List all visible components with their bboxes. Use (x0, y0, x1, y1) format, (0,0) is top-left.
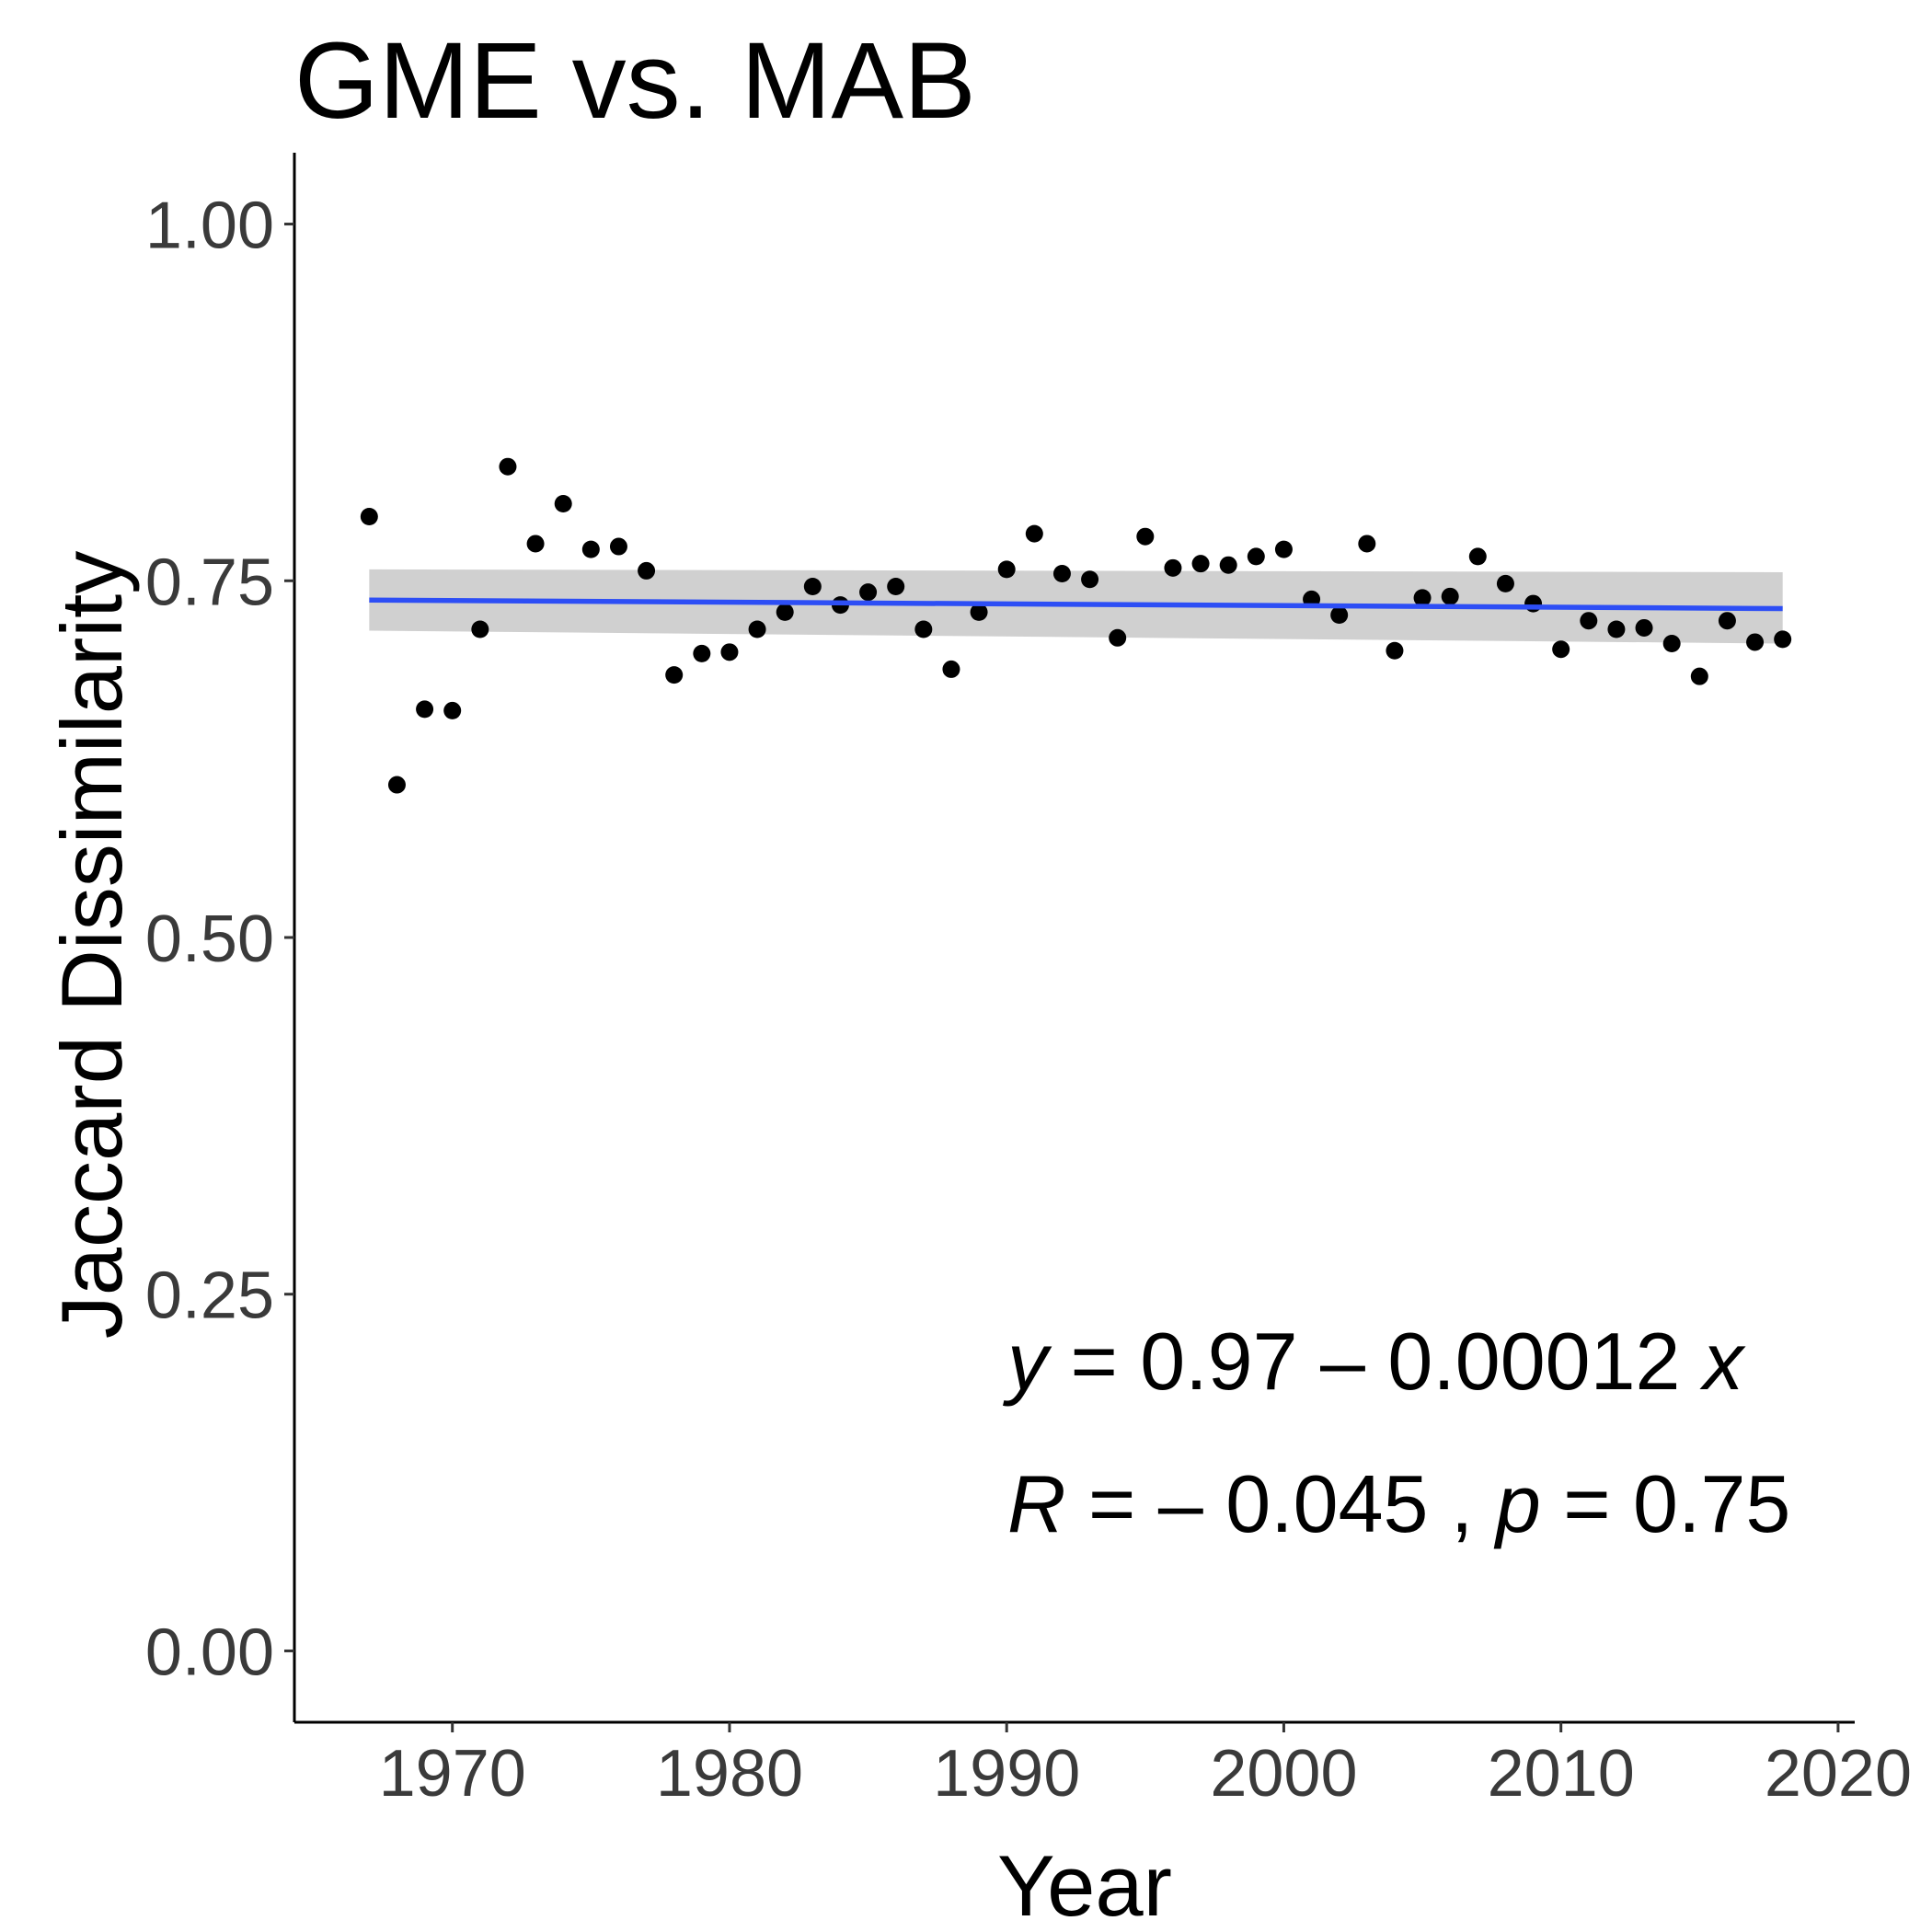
data-point (1358, 535, 1376, 553)
plot-area: 0.00 0.25 0.50 0.75 1.00 1970 1980 1990 2000 2010… (145, 153, 1912, 1811)
data-point (1552, 640, 1570, 659)
y-axis-label: Jaccard Dissimilarity (43, 551, 140, 1340)
x-tick-label: 1980 (656, 1737, 803, 1811)
data-point (443, 701, 462, 719)
data-point (1274, 540, 1293, 558)
data-point (1607, 620, 1626, 638)
data-point (499, 457, 517, 476)
y-tick-label: 0.00 (145, 1616, 274, 1689)
data-point (997, 560, 1016, 579)
x-tick-label: 2020 (1765, 1737, 1912, 1811)
data-point (638, 561, 656, 580)
data-point (471, 620, 489, 638)
data-point (665, 666, 684, 684)
y-tick-label: 0.25 (145, 1259, 274, 1333)
x-tick-label: 2000 (1210, 1737, 1357, 1811)
data-point (387, 776, 406, 794)
data-point (970, 603, 988, 621)
data-point (1524, 594, 1543, 613)
data-point (720, 643, 739, 661)
data-point (554, 495, 572, 513)
data-point (1413, 589, 1432, 607)
data-point (1718, 612, 1736, 630)
data-point (1662, 635, 1681, 653)
data-point (1746, 633, 1765, 651)
x-tick-label: 2010 (1488, 1737, 1635, 1811)
data-point (581, 540, 600, 558)
data-point (1025, 524, 1043, 543)
data-point (1081, 570, 1099, 589)
data-point (803, 577, 822, 595)
data-point (1136, 527, 1155, 546)
y-tick-label: 0.50 (145, 903, 274, 976)
data-point (526, 535, 545, 553)
data-point (1219, 556, 1237, 574)
data-point (859, 583, 878, 602)
data-point (942, 660, 960, 678)
data-point (1496, 574, 1514, 592)
data-point (1164, 558, 1182, 577)
data-point (1580, 612, 1598, 630)
regression-equation: y = 0.97 – 0.00012 x (1003, 1316, 1746, 1407)
data-point (748, 620, 766, 638)
data-point (1635, 618, 1653, 637)
data-point (1330, 605, 1349, 624)
y-tick-label: 1.00 (145, 190, 274, 263)
x-tick-label: 1970 (379, 1737, 526, 1811)
data-point (1191, 555, 1210, 573)
data-point (1468, 547, 1487, 566)
data-point (693, 644, 711, 662)
data-point (914, 620, 933, 638)
data-point (1774, 630, 1792, 649)
data-point (1052, 565, 1071, 583)
regression-line (369, 597, 1783, 612)
data-point (1386, 641, 1404, 660)
data-point (1109, 628, 1127, 647)
y-tick-label: 0.75 (145, 546, 274, 619)
data-point (360, 507, 378, 525)
chart-title: GME vs. MAB (294, 20, 976, 142)
data-point (609, 537, 627, 556)
x-axis-label: Year (997, 1837, 1172, 1932)
data-point (1441, 587, 1459, 605)
correlation-stats: R = – 0.045 , p = 0.75 (1007, 1458, 1790, 1549)
data-point (887, 577, 905, 595)
data-point (776, 603, 794, 621)
x-tick-label: 1990 (933, 1737, 1080, 1811)
data-point (416, 700, 434, 719)
data-point (1690, 667, 1708, 685)
data-point (1247, 547, 1265, 566)
